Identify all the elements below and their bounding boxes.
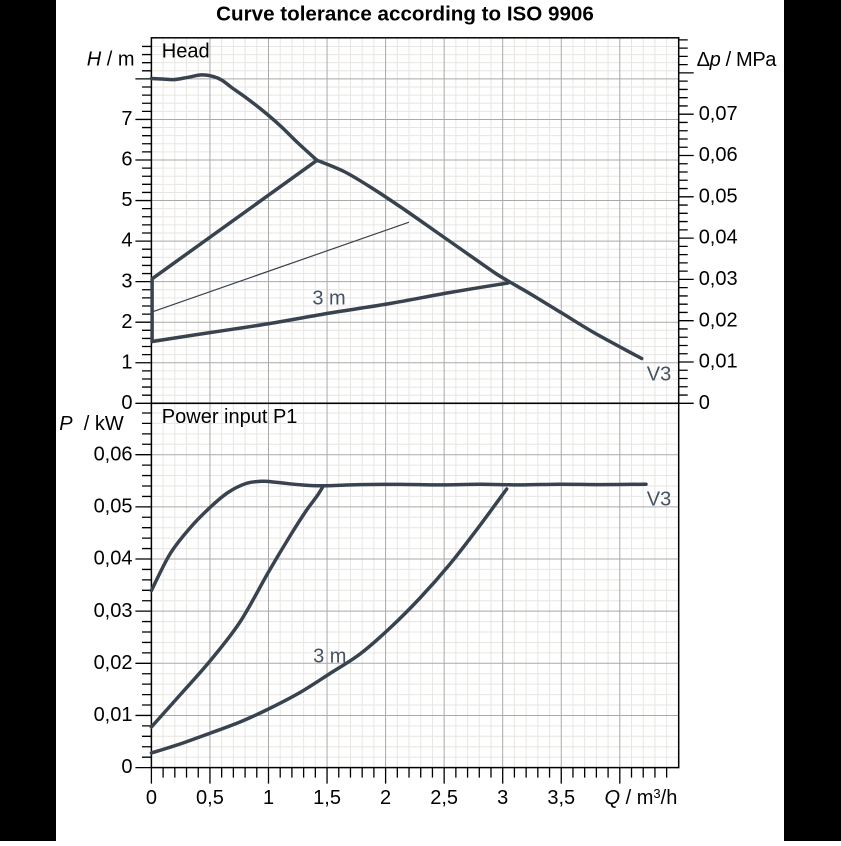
svg-text:3: 3 bbox=[497, 787, 508, 809]
svg-text:0,05: 0,05 bbox=[94, 495, 133, 517]
svg-text:0,05: 0,05 bbox=[699, 185, 738, 207]
svg-text:H / m: H / m bbox=[87, 49, 135, 71]
svg-text:0: 0 bbox=[121, 756, 132, 778]
svg-text:3: 3 bbox=[121, 270, 132, 292]
svg-text:0,02: 0,02 bbox=[94, 652, 133, 674]
svg-text:Power input P1: Power input P1 bbox=[162, 406, 298, 428]
svg-text:2: 2 bbox=[380, 787, 391, 809]
svg-text:V3: V3 bbox=[647, 364, 671, 386]
svg-text:P / kW: P / kW bbox=[59, 413, 124, 435]
svg-text:Δp / MPa: Δp / MPa bbox=[697, 49, 778, 71]
svg-text:0,04: 0,04 bbox=[94, 548, 133, 570]
svg-text:5: 5 bbox=[121, 189, 132, 211]
svg-text:0,01: 0,01 bbox=[699, 351, 738, 373]
svg-text:0,03: 0,03 bbox=[699, 268, 738, 290]
svg-text:0,5: 0,5 bbox=[196, 787, 224, 809]
svg-text:Curve tolerance according to I: Curve tolerance according to ISO 9906 bbox=[216, 3, 594, 26]
svg-text:0: 0 bbox=[699, 392, 710, 414]
svg-text:Head: Head bbox=[162, 40, 210, 62]
svg-text:3 m: 3 m bbox=[313, 646, 346, 668]
svg-text:0,07: 0,07 bbox=[699, 103, 738, 125]
svg-text:1,5: 1,5 bbox=[313, 787, 341, 809]
svg-text:0,01: 0,01 bbox=[94, 704, 133, 726]
svg-text:3 m: 3 m bbox=[312, 288, 345, 310]
svg-text:Q / m3/h: Q / m3/h bbox=[605, 786, 678, 809]
svg-text:1: 1 bbox=[121, 351, 132, 373]
svg-text:6: 6 bbox=[121, 149, 132, 171]
svg-text:0,06: 0,06 bbox=[699, 144, 738, 166]
svg-text:0,04: 0,04 bbox=[699, 227, 738, 249]
svg-text:0: 0 bbox=[146, 787, 157, 809]
svg-text:0: 0 bbox=[121, 392, 132, 414]
svg-text:2,5: 2,5 bbox=[430, 787, 458, 809]
svg-text:4: 4 bbox=[121, 230, 132, 252]
svg-text:7: 7 bbox=[121, 108, 132, 130]
svg-text:0,03: 0,03 bbox=[94, 600, 133, 622]
svg-text:3,5: 3,5 bbox=[547, 787, 575, 809]
svg-text:V3: V3 bbox=[647, 489, 671, 511]
svg-text:2: 2 bbox=[121, 311, 132, 333]
svg-text:0,06: 0,06 bbox=[94, 443, 133, 465]
svg-text:1: 1 bbox=[263, 787, 274, 809]
svg-text:0,02: 0,02 bbox=[699, 309, 738, 331]
